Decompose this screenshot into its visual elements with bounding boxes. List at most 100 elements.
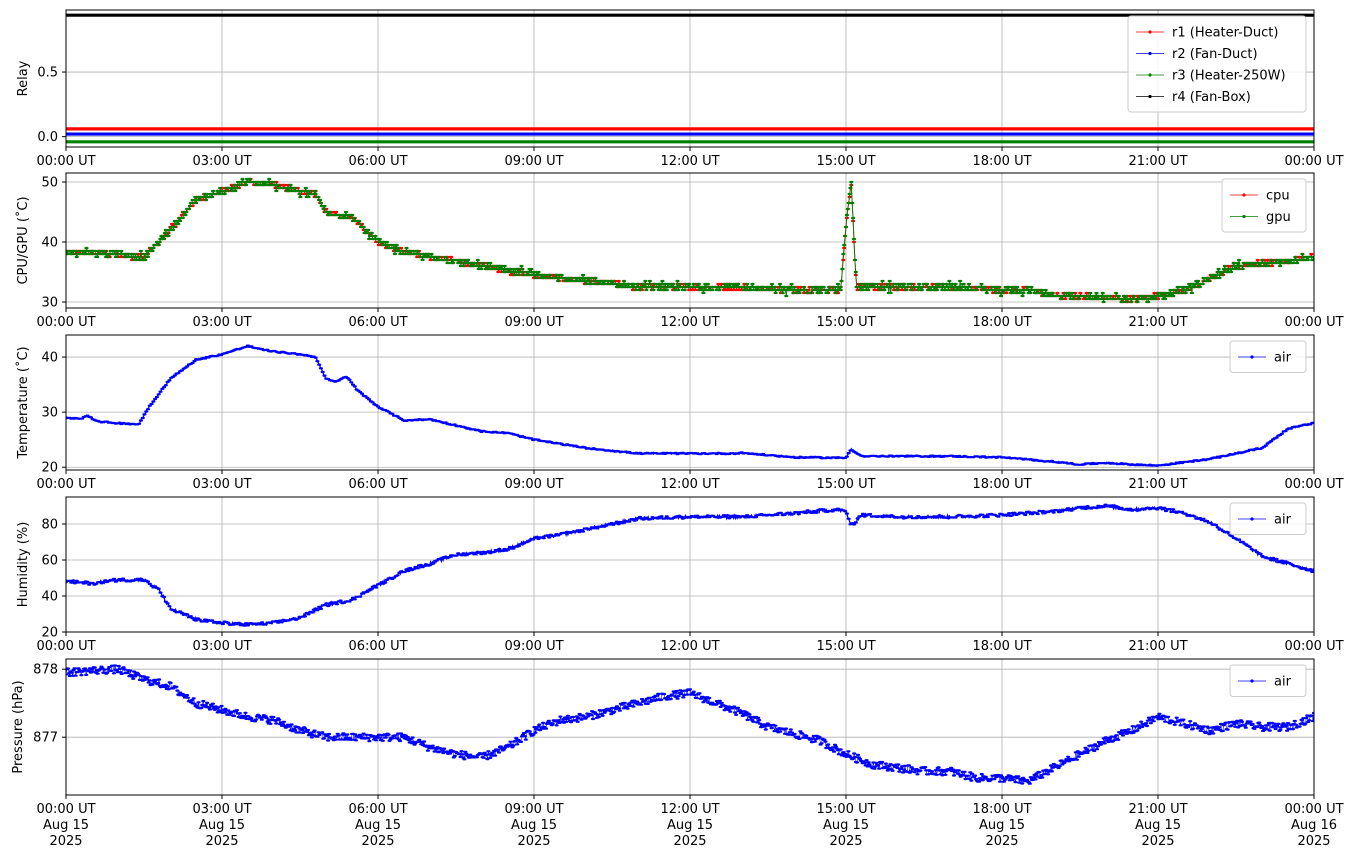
- y-tick-label: 30: [41, 296, 58, 311]
- x-tick-label: 21:00 UT: [1128, 477, 1187, 492]
- series-gpu: [66, 177, 1314, 304]
- legend: air: [1229, 664, 1307, 697]
- y-tick: 20: [41, 626, 66, 641]
- x-tick-label: 09:00 UT: [504, 639, 563, 654]
- legend-box: [1229, 664, 1307, 697]
- x-tick: 18:00 UT: [972, 147, 1032, 169]
- x-tick: 15:00 UT: [816, 308, 876, 330]
- y-tick-label: 0.0: [37, 130, 58, 145]
- legend-box: [1221, 178, 1307, 233]
- y-tick-label: 80: [41, 518, 58, 533]
- x-tick: 21:00 UT: [1128, 470, 1188, 492]
- legend-label: r3 (Heater-250W): [1172, 69, 1286, 84]
- x-tick-label: 00:00 UT: [36, 477, 95, 492]
- legend-marker: [1148, 30, 1152, 34]
- x-tick-label: 00:00 UT: [36, 802, 95, 817]
- y-tick: 0.5: [37, 66, 66, 81]
- x-tick-label: 12:00 UT: [660, 154, 719, 169]
- x-tick-label: 18:00 UT: [972, 154, 1031, 169]
- legend-box: [1127, 15, 1307, 113]
- x-tick-label: 2025: [673, 834, 706, 849]
- x-tick-label: Aug 15: [511, 818, 557, 833]
- x-tick: 03:00 UT: [192, 470, 252, 492]
- x-tick: 09:00 UT: [504, 147, 564, 169]
- x-tick: 09:00 UT: [504, 632, 564, 654]
- x-tick: 21:00 UT: [1128, 632, 1188, 654]
- y-tick-label: 877: [33, 731, 58, 746]
- legend: air: [1229, 340, 1307, 373]
- legend-label: air: [1274, 675, 1292, 690]
- x-tick-label: 18:00 UT: [972, 477, 1031, 492]
- x-tick: 18:00 UT: [972, 470, 1032, 492]
- x-tick-label: 15:00 UT: [816, 477, 875, 492]
- legend-label: air: [1274, 351, 1292, 366]
- series-markers: [66, 344, 1314, 467]
- legend-entry: gpu: [1230, 210, 1291, 225]
- chart-panel-3: 20 30 40 Temperature (˚C) 00:00 UT 03:00 UT 06…: [15, 334, 1344, 492]
- y-tick: 30: [41, 296, 66, 311]
- x-tick-label: 2025: [829, 834, 862, 849]
- x-tick-label: 18:00 UT: [972, 639, 1031, 654]
- x-tick-label: Aug 15: [1135, 818, 1181, 833]
- legend-marker: [1148, 94, 1152, 99]
- x-tick-label: 00:00 UT: [36, 639, 95, 654]
- x-tick-label: 09:00 UT: [504, 477, 563, 492]
- x-tick-label: 12:00 UT: [660, 477, 719, 492]
- y-tick: 30: [41, 406, 66, 421]
- x-tick-label: 18:00 UT: [972, 802, 1031, 817]
- legend-entry: r1 (Heater-Duct): [1136, 26, 1278, 41]
- y-tick: 20: [41, 461, 66, 476]
- y-tick-label: 60: [41, 554, 58, 569]
- plot-area: [66, 664, 1314, 785]
- x-tick: 03:00 UT: [192, 308, 252, 330]
- series-markers: [66, 177, 1314, 304]
- x-tick-label: Aug 15: [43, 818, 89, 833]
- legend-box: [1229, 340, 1307, 373]
- x-tick: 00:00 UT: [1284, 470, 1344, 492]
- x-tick: 21:00 UT: [1128, 147, 1188, 169]
- chart-panel-4: 20 40 60 80 Humidity (%) 00:00 UT 03:00 UT 06:0…: [16, 496, 1344, 654]
- x-tick: 00:00 UT: [36, 147, 96, 169]
- x-tick: 00:00 UT: [36, 470, 96, 492]
- legend-entry: r4 (Fan-Box): [1136, 90, 1251, 105]
- y-tick: 50: [41, 176, 66, 191]
- series-air: [66, 664, 1314, 785]
- legend-entry: air: [1238, 675, 1292, 690]
- legend-label: air: [1274, 513, 1292, 528]
- x-tick-label: 03:00 UT: [192, 639, 251, 654]
- x-tick-label: 2025: [361, 834, 394, 849]
- x-tick-label: 00:00 UT: [1284, 315, 1343, 330]
- x-tick-label: 15:00 UT: [816, 802, 875, 817]
- x-tick-label: 03:00 UT: [192, 477, 251, 492]
- y-tick-label: 40: [41, 351, 58, 366]
- x-tick-label: 00:00 UT: [36, 154, 95, 169]
- x-tick-label: Aug 15: [355, 818, 401, 833]
- x-tick-label: 15:00 UT: [816, 154, 875, 169]
- y-tick: 40: [41, 351, 66, 366]
- plot-area: [66, 177, 1314, 304]
- x-tick: 00:00 UT: [1284, 308, 1344, 330]
- x-tick-label: 12:00 UT: [660, 315, 719, 330]
- x-tick: 00:00 UT: [1284, 147, 1344, 169]
- series-markers: [66, 503, 1314, 627]
- y-axis-label: CPU/GPU (˚C): [15, 196, 31, 284]
- legend-box: [1229, 502, 1307, 535]
- x-tick-label: 21:00 UT: [1128, 639, 1187, 654]
- x-tick-label: 00:00 UT: [1284, 639, 1343, 654]
- x-tick-label: 2025: [1141, 834, 1174, 849]
- x-tick-label: 2025: [49, 834, 82, 849]
- legend-entry: r3 (Heater-250W): [1136, 69, 1286, 84]
- chart-panel-2: 30 40 50 CPU/GPU (˚C) 00:00 UT 03:00 UT 06:00 …: [15, 172, 1344, 330]
- x-tick-label: 09:00 UT: [504, 154, 563, 169]
- x-tick-label: 2025: [985, 834, 1018, 849]
- x-tick-label: Aug 15: [667, 818, 713, 833]
- x-tick-label: 09:00 UT: [504, 315, 563, 330]
- legend-marker: [1250, 355, 1254, 359]
